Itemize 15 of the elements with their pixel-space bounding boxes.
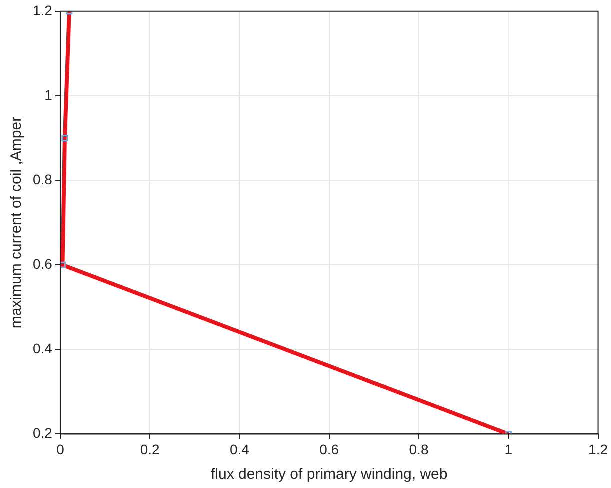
x-tick-label: 1 <box>504 441 513 458</box>
y-tick-label: 1.2 <box>32 2 53 18</box>
x-axis-title: flux density of primary winding, web <box>210 466 448 484</box>
y-axis-title: maximum current of coil ,Amper <box>8 116 26 329</box>
y-tick-label: 0.6 <box>32 256 53 272</box>
x-tick-label: 0.8 <box>409 441 429 458</box>
x-tick-label: 1.2 <box>588 441 608 458</box>
y-tick-label: 0.4 <box>32 340 53 356</box>
x-tick-label: 0.6 <box>320 441 340 458</box>
y-tick-label: 0.8 <box>32 171 53 188</box>
x-tick-label: 0.4 <box>230 441 250 458</box>
y-tick-label: 0.2 <box>32 425 53 442</box>
x-tick-label: 0.2 <box>140 441 160 458</box>
y-tick-label: 1 <box>44 86 53 103</box>
x-tick-label: 0 <box>56 441 65 458</box>
